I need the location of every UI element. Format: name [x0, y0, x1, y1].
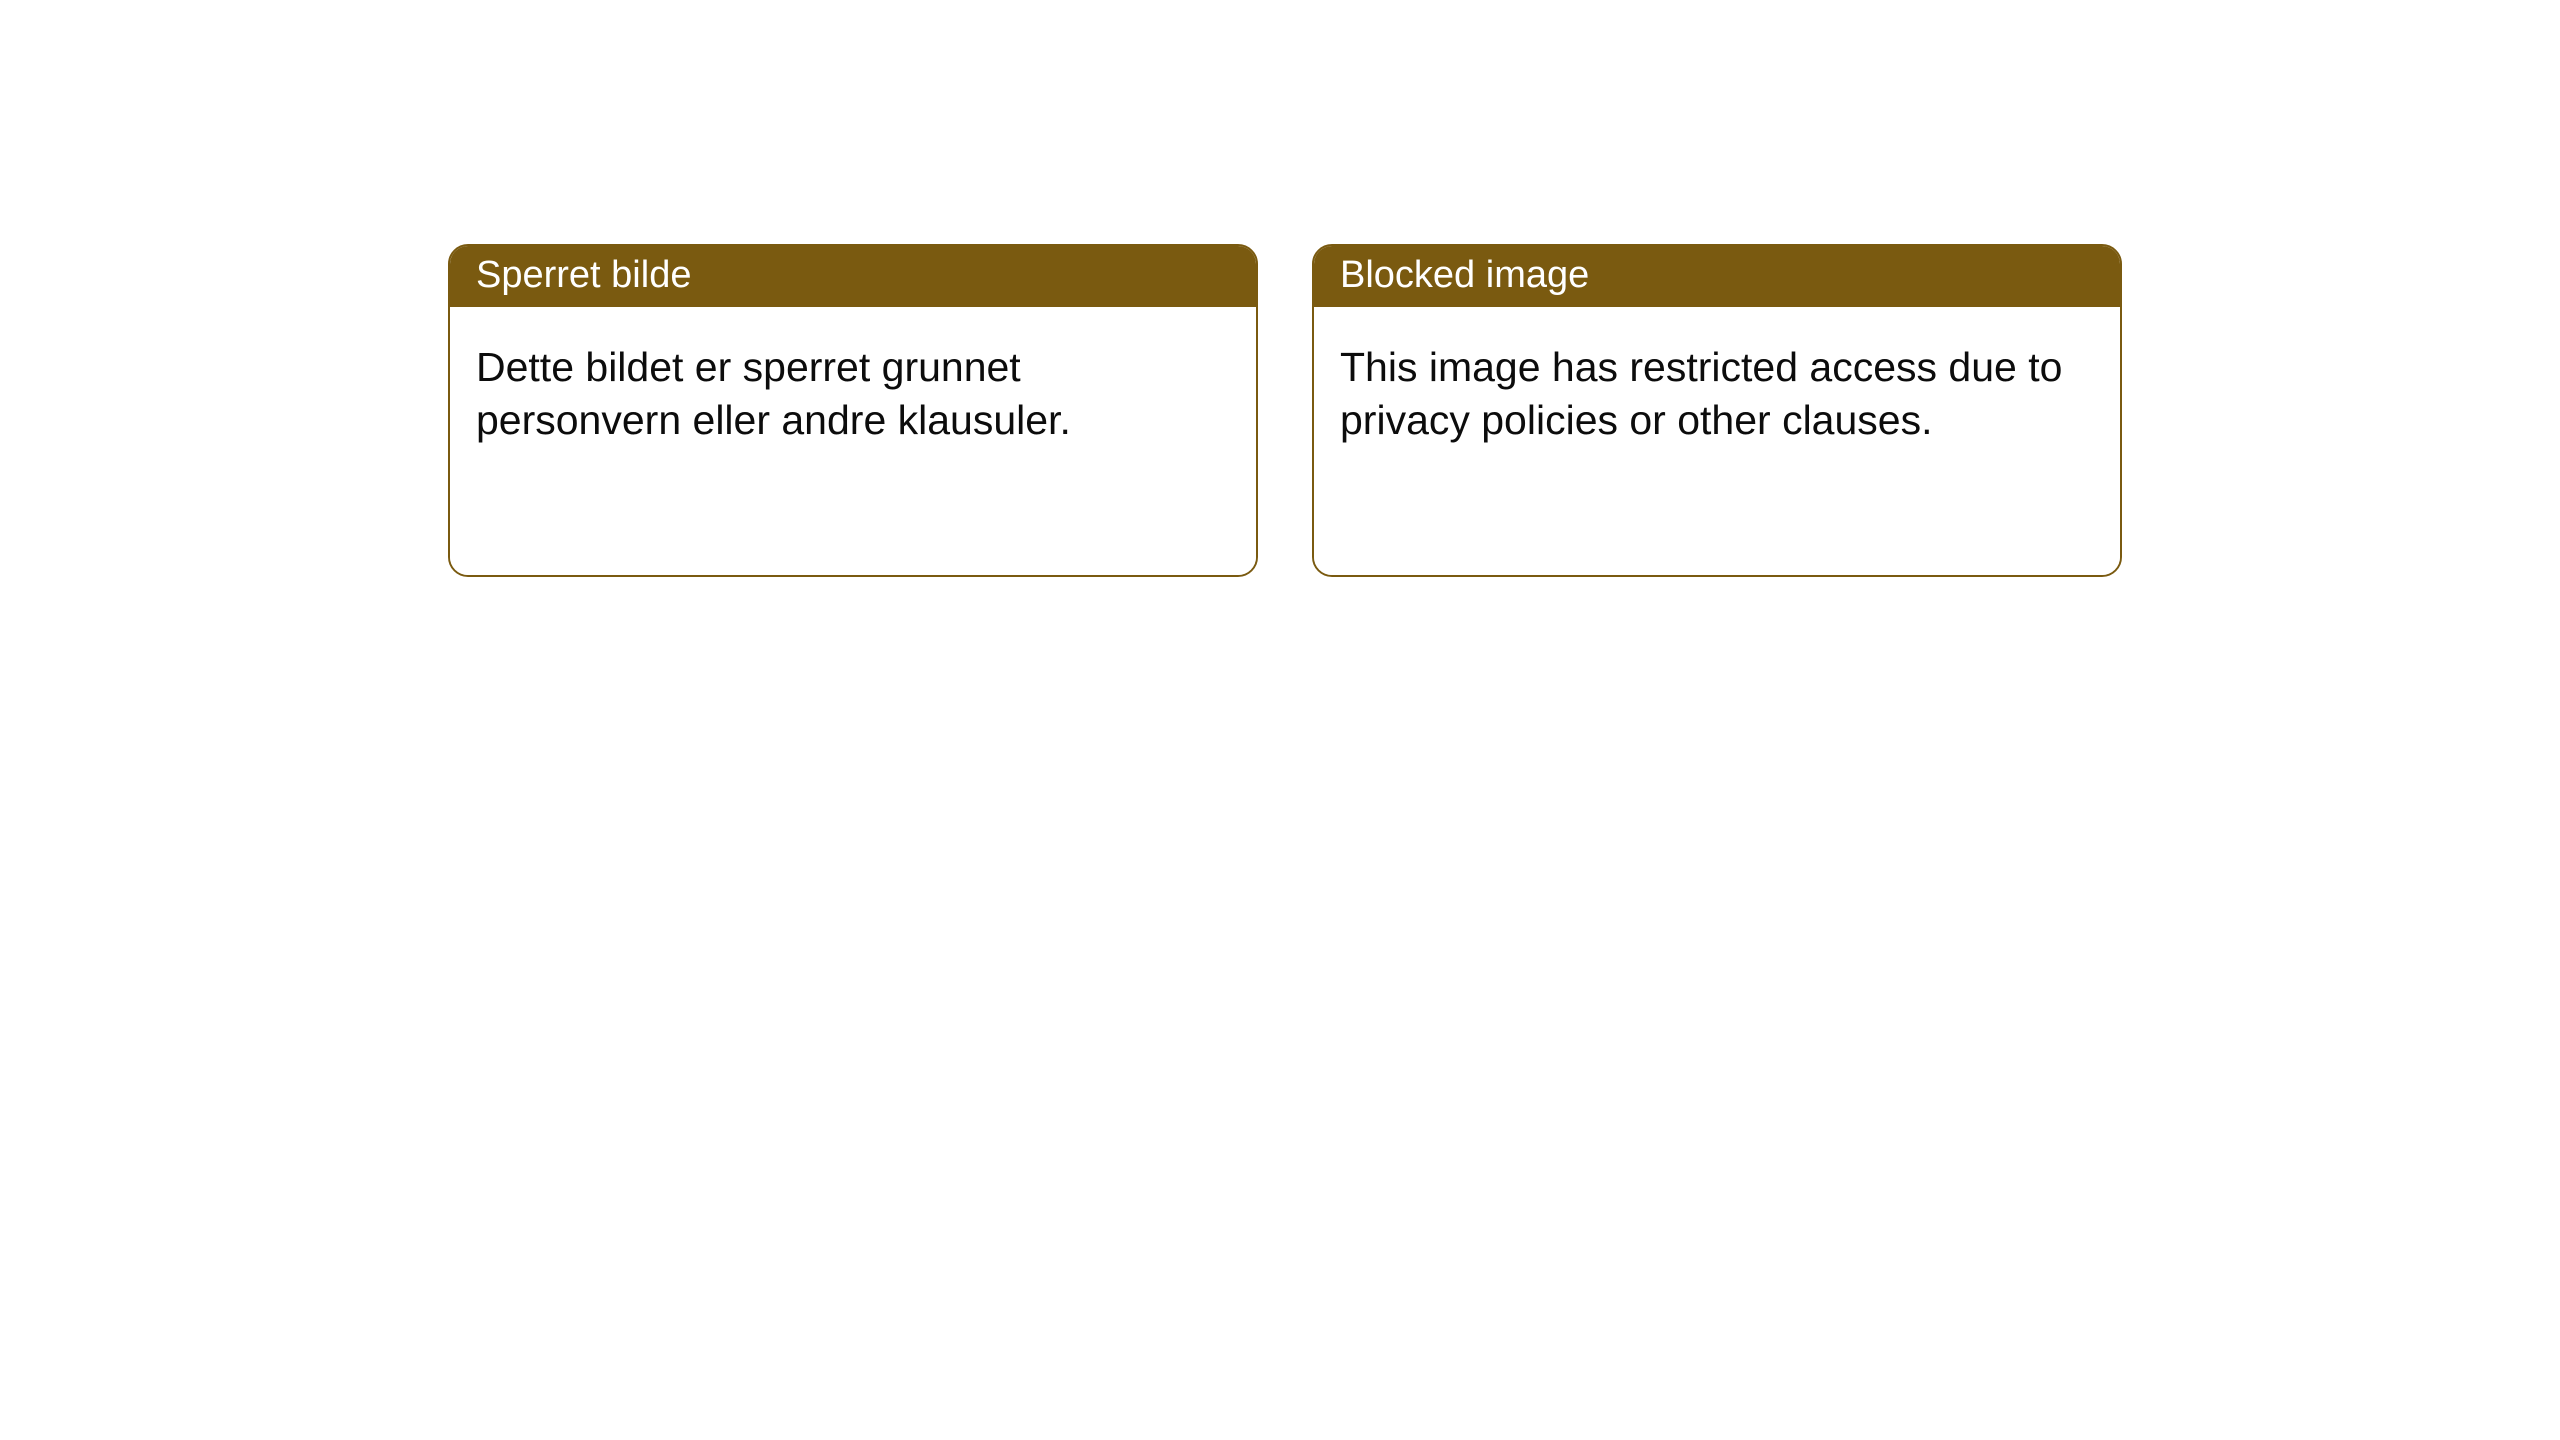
- notice-body-english: This image has restricted access due to …: [1314, 307, 2120, 575]
- notice-body-norwegian: Dette bildet er sperret grunnet personve…: [450, 307, 1256, 575]
- notice-header-english: Blocked image: [1314, 246, 2120, 307]
- notice-box-english: Blocked image This image has restricted …: [1312, 244, 2122, 577]
- notice-header-norwegian: Sperret bilde: [450, 246, 1256, 307]
- notice-box-norwegian: Sperret bilde Dette bildet er sperret gr…: [448, 244, 1258, 577]
- notice-container: Sperret bilde Dette bildet er sperret gr…: [0, 0, 2560, 577]
